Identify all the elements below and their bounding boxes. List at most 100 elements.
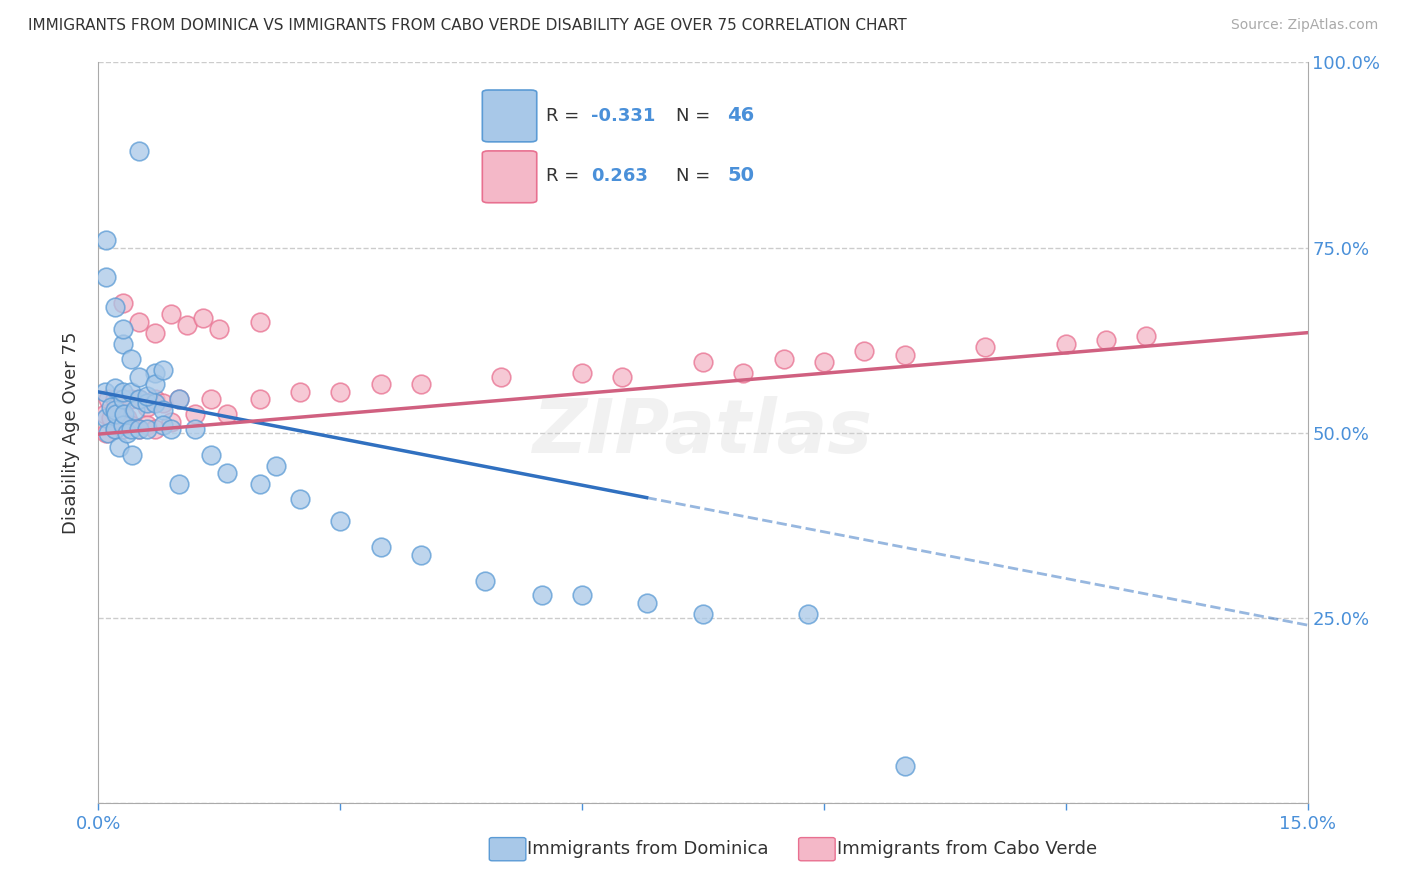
Point [797,607,820,621]
Point [160,307,183,321]
Point [167,392,190,407]
Point [103,392,125,407]
Point [128,314,150,328]
Point [288,384,311,399]
Point [853,344,876,359]
Point [100,400,122,414]
Point [264,458,287,473]
Text: ZIPatlas: ZIPatlas [533,396,873,469]
Point [97,392,120,407]
Point [135,396,157,410]
Point [135,388,157,402]
Point [167,392,190,407]
Point [288,492,311,507]
Text: Immigrants from Dominica: Immigrants from Dominica [527,840,769,858]
Point [94,384,117,399]
Point [128,392,150,407]
Point [217,407,239,421]
Point [128,370,150,384]
Point [152,403,174,417]
Point [1135,329,1157,343]
Point [571,589,593,603]
Point [893,758,915,772]
Point [143,377,166,392]
Point [115,425,138,440]
Point [249,314,271,328]
Point [143,396,166,410]
Point [111,392,134,407]
Point [121,448,143,462]
Text: IMMIGRANTS FROM DOMINICA VS IMMIGRANTS FROM CABO VERDE DISABILITY AGE OVER 75 CO: IMMIGRANTS FROM DOMINICA VS IMMIGRANTS F… [28,18,907,33]
Point [692,607,714,621]
Point [111,322,134,336]
Point [152,396,174,410]
Point [184,407,207,421]
Point [128,145,150,159]
Point [772,351,794,366]
Point [128,422,150,436]
Point [974,341,997,355]
Point [111,336,134,351]
Point [474,574,496,588]
Point [120,384,142,399]
Point [94,407,117,421]
Point [103,300,125,314]
Point [96,270,118,285]
Point [103,422,125,436]
Point [115,410,138,425]
Point [96,425,118,440]
Point [143,392,166,407]
Y-axis label: Disability Age Over 75: Disability Age Over 75 [62,331,80,534]
Point [200,448,222,462]
Point [96,233,118,247]
Point [124,403,146,417]
Point [143,422,166,436]
Point [329,384,352,399]
Point [143,326,166,340]
Point [1054,336,1077,351]
Point [135,418,157,433]
Point [409,377,432,392]
Point [112,407,135,421]
Point [111,422,134,436]
Text: Immigrants from Cabo Verde: Immigrants from Cabo Verde [837,840,1097,858]
Point [111,384,134,399]
Point [111,392,134,407]
Point [128,392,150,407]
Point [208,322,231,336]
Point [1095,333,1118,347]
Point [249,477,271,491]
Point [571,367,593,381]
Point [200,392,222,407]
Point [813,355,835,369]
Point [143,367,166,381]
Point [530,589,553,603]
Point [167,477,190,491]
Point [111,418,134,433]
Point [409,548,432,562]
Point [370,541,392,555]
Point [733,367,755,381]
Point [893,348,915,362]
Point [107,410,129,425]
Point [152,362,174,376]
Point [120,351,142,366]
Point [612,370,634,384]
Point [100,410,122,425]
Point [160,415,183,429]
Point [152,418,174,433]
Point [111,296,134,310]
Point [184,422,207,436]
Point [96,410,118,425]
Point [193,310,215,325]
Text: Source: ZipAtlas.com: Source: ZipAtlas.com [1230,18,1378,32]
Point [135,400,157,414]
Point [105,407,128,421]
Point [329,515,352,529]
Point [491,370,513,384]
Point [103,381,125,395]
Point [160,422,183,436]
Point [636,596,658,610]
Point [692,355,714,369]
Point [107,441,129,455]
